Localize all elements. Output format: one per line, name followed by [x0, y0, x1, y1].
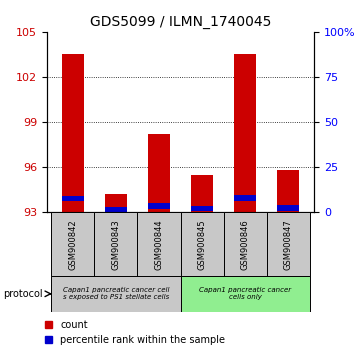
Bar — [267, 212, 310, 276]
Bar — [180, 276, 310, 312]
Bar — [51, 212, 94, 276]
Bar — [62, 196, 83, 201]
Bar — [148, 134, 170, 212]
Bar — [148, 204, 170, 209]
Title: GDS5099 / ILMN_1740045: GDS5099 / ILMN_1740045 — [90, 16, 271, 29]
Bar — [223, 212, 267, 276]
Bar — [234, 195, 256, 201]
Bar — [105, 207, 127, 212]
Text: GSM900845: GSM900845 — [197, 219, 206, 270]
Text: GSM900842: GSM900842 — [68, 219, 77, 270]
Bar — [51, 276, 180, 312]
Text: Capan1 pancreatic cancer cell
s exposed to PS1 stellate cells: Capan1 pancreatic cancer cell s exposed … — [62, 287, 169, 301]
Bar — [62, 55, 83, 212]
Text: GSM900843: GSM900843 — [112, 219, 120, 270]
Bar — [191, 175, 213, 212]
Text: GSM900847: GSM900847 — [284, 219, 293, 270]
Bar — [138, 212, 180, 276]
Bar — [278, 170, 299, 212]
Bar — [278, 205, 299, 211]
Bar — [191, 206, 213, 211]
Bar — [105, 194, 127, 212]
Bar — [94, 212, 138, 276]
Legend: count, percentile rank within the sample: count, percentile rank within the sample — [44, 320, 225, 345]
Bar — [180, 212, 223, 276]
Text: GSM900844: GSM900844 — [155, 219, 164, 270]
Text: protocol: protocol — [4, 289, 43, 299]
Bar — [234, 55, 256, 212]
Text: Capan1 pancreatic cancer
cells only: Capan1 pancreatic cancer cells only — [199, 287, 291, 301]
Text: GSM900846: GSM900846 — [241, 219, 249, 270]
